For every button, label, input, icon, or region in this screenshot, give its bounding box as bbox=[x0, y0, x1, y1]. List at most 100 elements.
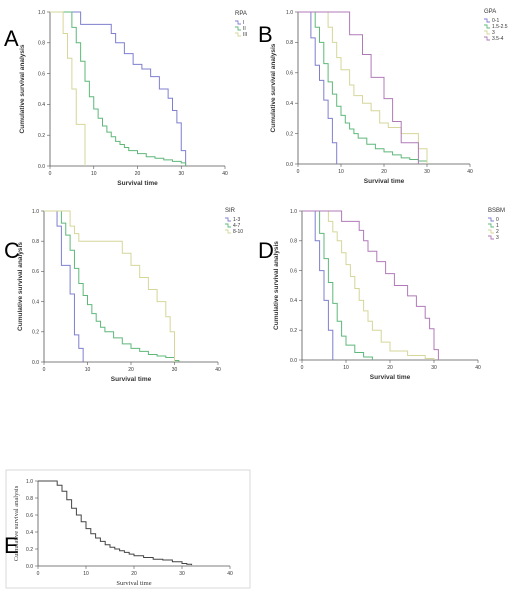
panel-letter: E bbox=[4, 533, 19, 558]
panel-c: C 0 10 20 30 40 0.0 0.2 0.4 0.6 0.8 1.0 Survival tim… bbox=[4, 208, 243, 383]
x-axis-label: Survival time bbox=[370, 374, 411, 381]
y-tick-label: 0.8 bbox=[32, 239, 39, 245]
x-tick-label: 30 bbox=[179, 571, 185, 577]
x-tick-label: 30 bbox=[431, 365, 437, 371]
legend-label: 2 bbox=[496, 229, 499, 235]
x-tick-label: 30 bbox=[172, 367, 178, 373]
panel-letter: A bbox=[4, 26, 19, 51]
y-tick-label: 0.6 bbox=[290, 268, 297, 274]
survival-curve-1.5-2.5 bbox=[298, 11, 428, 164]
legend-label: II bbox=[243, 26, 246, 32]
y-tick-label: 0.2 bbox=[26, 547, 33, 553]
x-axis-label: Survival time bbox=[116, 580, 151, 587]
legend-swatch bbox=[484, 18, 490, 23]
x-tick-label: 30 bbox=[178, 171, 184, 177]
legend-swatch bbox=[484, 24, 490, 29]
legend-title: SIR bbox=[225, 208, 236, 214]
y-tick-label: 0.0 bbox=[38, 164, 45, 170]
legend-swatch bbox=[235, 32, 241, 37]
panel-letter: C bbox=[4, 238, 20, 263]
x-tick-label: 0 bbox=[301, 365, 304, 371]
survival-curve-III bbox=[50, 11, 86, 166]
legend: GPA 0-11.5-2.533.5-4 bbox=[484, 9, 508, 42]
legend-title: BSBM bbox=[488, 208, 505, 214]
x-axis-label: Survival time bbox=[111, 376, 152, 383]
y-axis-label: Cumulative survival analysis bbox=[17, 242, 24, 331]
y-tick-label: 0.4 bbox=[290, 298, 297, 304]
x-axis-label: Survival time bbox=[117, 180, 158, 187]
legend-swatch bbox=[488, 235, 494, 240]
y-tick-label: 0.8 bbox=[26, 496, 33, 502]
survival-curve-II bbox=[50, 11, 187, 166]
survival-curve-1 bbox=[302, 210, 373, 360]
x-tick-label: 20 bbox=[131, 571, 137, 577]
survival-curve-I bbox=[50, 11, 187, 166]
legend-swatch bbox=[235, 26, 241, 31]
survival-curve-overall bbox=[38, 480, 193, 566]
x-axis-label: Survival time bbox=[364, 178, 405, 185]
x-tick-label: 0 bbox=[37, 571, 40, 577]
x-tick-label: 0 bbox=[43, 367, 46, 373]
y-tick-label: 0.0 bbox=[290, 358, 297, 364]
survival-curve-8-10 bbox=[44, 210, 175, 362]
x-tick-label: 40 bbox=[222, 171, 228, 177]
y-tick-label: 1.0 bbox=[26, 479, 33, 485]
y-tick-label: 0.8 bbox=[286, 40, 293, 46]
x-tick-label: 20 bbox=[387, 365, 393, 371]
legend-label: 3 bbox=[492, 30, 495, 36]
legend-label: 3.5-4 bbox=[492, 36, 504, 42]
y-tick-label: 1.0 bbox=[32, 209, 39, 215]
x-tick-label: 0 bbox=[297, 169, 300, 175]
legend-title: RPA bbox=[235, 11, 247, 17]
x-tick-label: 40 bbox=[215, 367, 221, 373]
legend-swatch bbox=[484, 36, 490, 41]
survival-curve-1-3 bbox=[44, 210, 84, 362]
legend-title: GPA bbox=[484, 9, 496, 15]
y-tick-label: 0.4 bbox=[26, 530, 33, 536]
y-axis-label: Cumulative survival analysis bbox=[13, 485, 20, 561]
legend-label: 8-10 bbox=[233, 229, 243, 235]
survival-curve-4-7 bbox=[44, 210, 180, 362]
panel-b: B 0 10 20 30 40 0.0 0.2 0.4 0.6 0.8 1.0 Survival tim… bbox=[258, 9, 508, 185]
y-tick-label: 0.6 bbox=[38, 71, 45, 77]
survival-curve-2 bbox=[302, 210, 435, 360]
y-tick-label: 0.6 bbox=[32, 269, 39, 275]
legend-swatch bbox=[488, 217, 494, 222]
y-tick-label: 0.2 bbox=[32, 330, 39, 336]
panel-e: E 0 10 20 30 40 0.0 0.2 0.4 0.6 0.8 1.0 Survival tim… bbox=[4, 469, 251, 589]
y-tick-label: 0.8 bbox=[38, 41, 45, 47]
x-tick-label: 10 bbox=[83, 571, 89, 577]
x-tick-label: 40 bbox=[227, 571, 233, 577]
legend: SIR 1-34-78-10 bbox=[225, 208, 243, 235]
y-axis-label: Cumulative survival analysis bbox=[270, 43, 277, 132]
legend-label: 1 bbox=[496, 223, 499, 229]
y-tick-label: 0.6 bbox=[286, 71, 293, 77]
survival-curve-0-1 bbox=[298, 11, 338, 164]
y-tick-label: 0.4 bbox=[286, 101, 293, 107]
y-tick-label: 0.0 bbox=[32, 360, 39, 366]
legend-label: 3 bbox=[496, 235, 499, 241]
legend-label: 0 bbox=[496, 217, 499, 223]
y-tick-label: 0.8 bbox=[290, 239, 297, 245]
survival-curve-3 bbox=[302, 210, 439, 360]
y-tick-label: 0.2 bbox=[286, 131, 293, 137]
x-tick-label: 20 bbox=[381, 169, 387, 175]
legend-swatch bbox=[488, 223, 494, 228]
y-tick-label: 0.2 bbox=[290, 328, 297, 334]
panel-e-frame bbox=[5, 469, 251, 589]
x-tick-label: 0 bbox=[49, 171, 52, 177]
legend-label: 1.5-2.5 bbox=[492, 24, 508, 30]
survival-curve-0 bbox=[302, 210, 334, 360]
y-axis-label: Cumulative survival analysis bbox=[19, 44, 26, 133]
x-tick-label: 30 bbox=[424, 169, 430, 175]
y-tick-label: 0.2 bbox=[38, 133, 45, 139]
x-tick-label: 10 bbox=[91, 171, 97, 177]
legend-swatch bbox=[235, 20, 241, 25]
legend-swatch bbox=[225, 223, 231, 228]
legend-label: 1-3 bbox=[233, 217, 240, 223]
survival-curve-3.5-4 bbox=[298, 11, 419, 164]
panel-letter: D bbox=[258, 238, 274, 263]
